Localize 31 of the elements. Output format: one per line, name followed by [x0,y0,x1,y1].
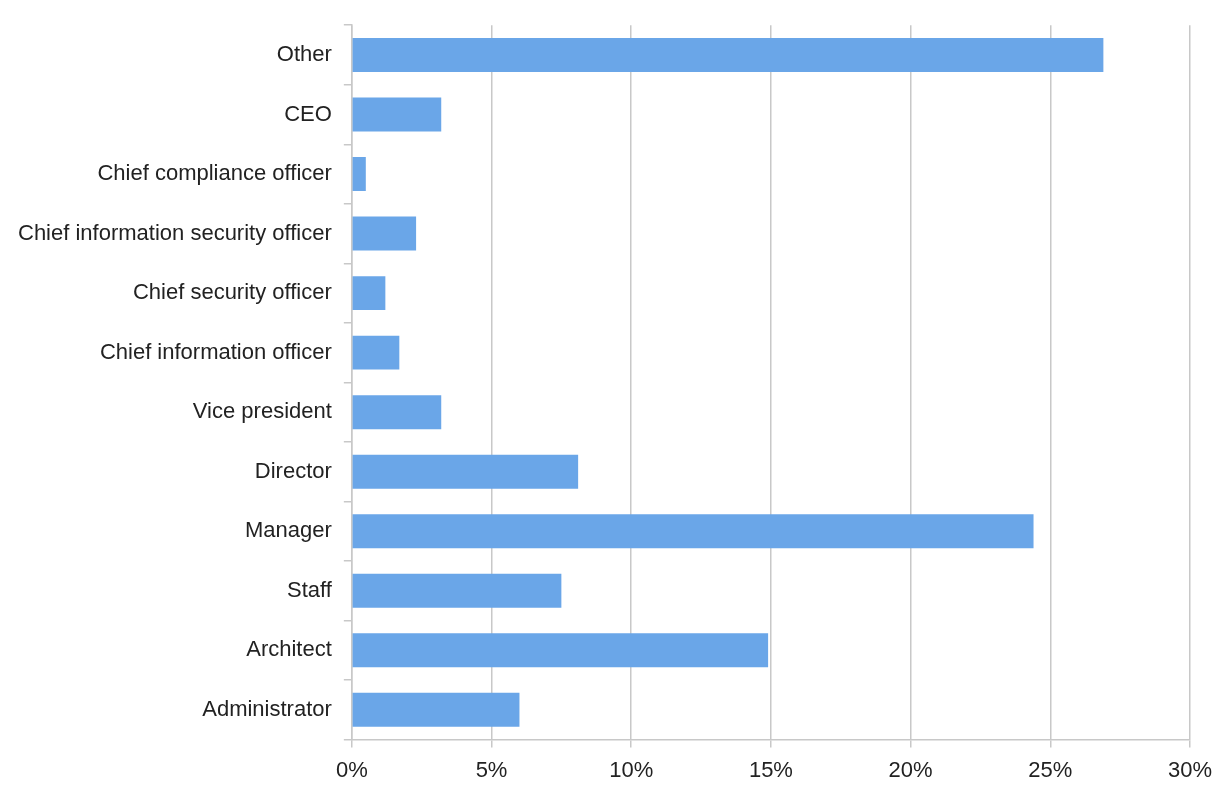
bar [352,335,400,370]
x-tick-label: 10% [609,756,654,782]
y-tick-label: Manager [244,517,332,543]
x-tick-label: 20% [888,756,933,782]
x-tick-label: 15% [748,756,793,782]
y-tick-label: Chief security officer [132,279,332,305]
bar [352,395,442,430]
y-tick-label: Administrator [202,695,332,721]
bar [352,633,769,668]
y-tick-label: Architect [246,636,332,662]
bar [352,157,366,191]
bar [352,454,579,489]
y-tick-label: Other [276,41,332,67]
x-tick-label: 30% [1167,756,1213,782]
y-tick-label: Staff [286,576,333,602]
bar [352,216,417,251]
bar [352,276,386,311]
bar [352,692,520,727]
y-tick-label: Chief information officer [99,338,332,364]
y-tick-label: Chief information security officer [17,219,332,245]
x-tick-label: 5% [475,756,508,782]
y-tick-label: Director [254,457,332,483]
bar [352,514,1034,549]
bar [352,573,562,608]
x-tick-label: 25% [1028,756,1073,782]
y-tick-label: Vice president [192,398,332,424]
y-tick-label: Chief compliance officer [97,160,332,186]
y-tick-label: CEO [284,100,332,126]
bar [352,38,1104,72]
x-tick-label: 0% [335,756,368,782]
bar [352,97,442,132]
